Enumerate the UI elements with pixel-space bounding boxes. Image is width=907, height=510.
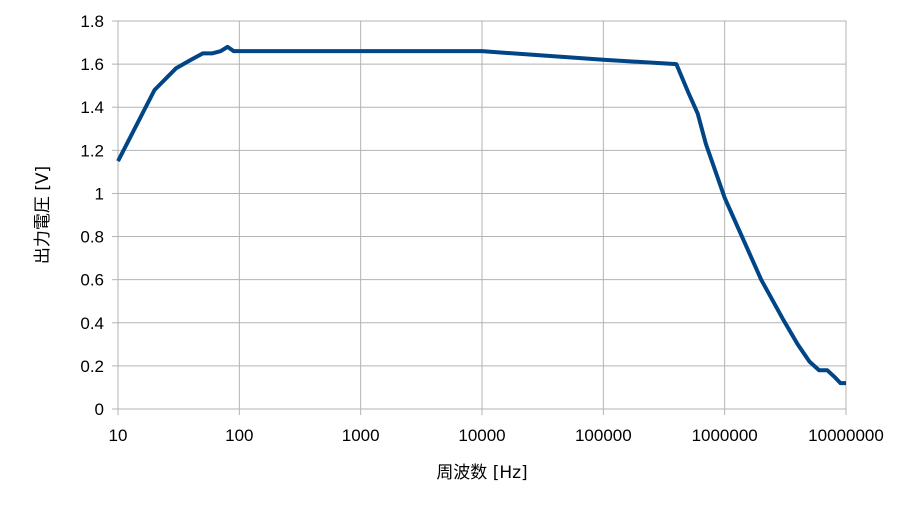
vertical-gridlines	[117, 21, 847, 415]
y-tick-label: 0.2	[80, 357, 104, 376]
x-axis-tick-labels: 10 100 1000 10000 100000 1000000 10000000	[109, 426, 884, 445]
horizontal-gridlines	[112, 20, 846, 410]
y-tick-label: 0.4	[80, 314, 104, 333]
x-tick-label: 100000	[575, 426, 632, 445]
x-axis-title: 周波数 [Hz]	[436, 463, 527, 483]
x-tick-label: 1000	[342, 426, 380, 445]
y-tick-label: 1.4	[80, 98, 104, 117]
y-tick-label: 1.6	[80, 55, 104, 74]
series-layer	[116, 44, 846, 386]
x-tick-label: 100	[225, 426, 253, 445]
y-tick-label: 1.8	[80, 12, 104, 31]
y-tick-label: 1	[95, 184, 104, 203]
plot-area	[117, 20, 847, 410]
y-axis-tick-labels: 0 0.2 0.4 0.6 0.8 1 1.2 1.4 1.6 1.8	[80, 12, 104, 419]
x-tick-label: 10000000	[808, 426, 884, 445]
x-tick-label: 10000	[458, 426, 505, 445]
series-line	[116, 44, 846, 386]
x-tick-label: 10	[109, 426, 128, 445]
y-tick-label: 1.2	[80, 141, 104, 160]
x-tick-label: 1000000	[692, 426, 758, 445]
y-tick-label: 0.8	[80, 228, 104, 247]
y-axis-title: 出力電圧 [V]	[33, 166, 53, 264]
y-tick-label: 0	[95, 400, 104, 419]
y-tick-label: 0.6	[80, 271, 104, 290]
